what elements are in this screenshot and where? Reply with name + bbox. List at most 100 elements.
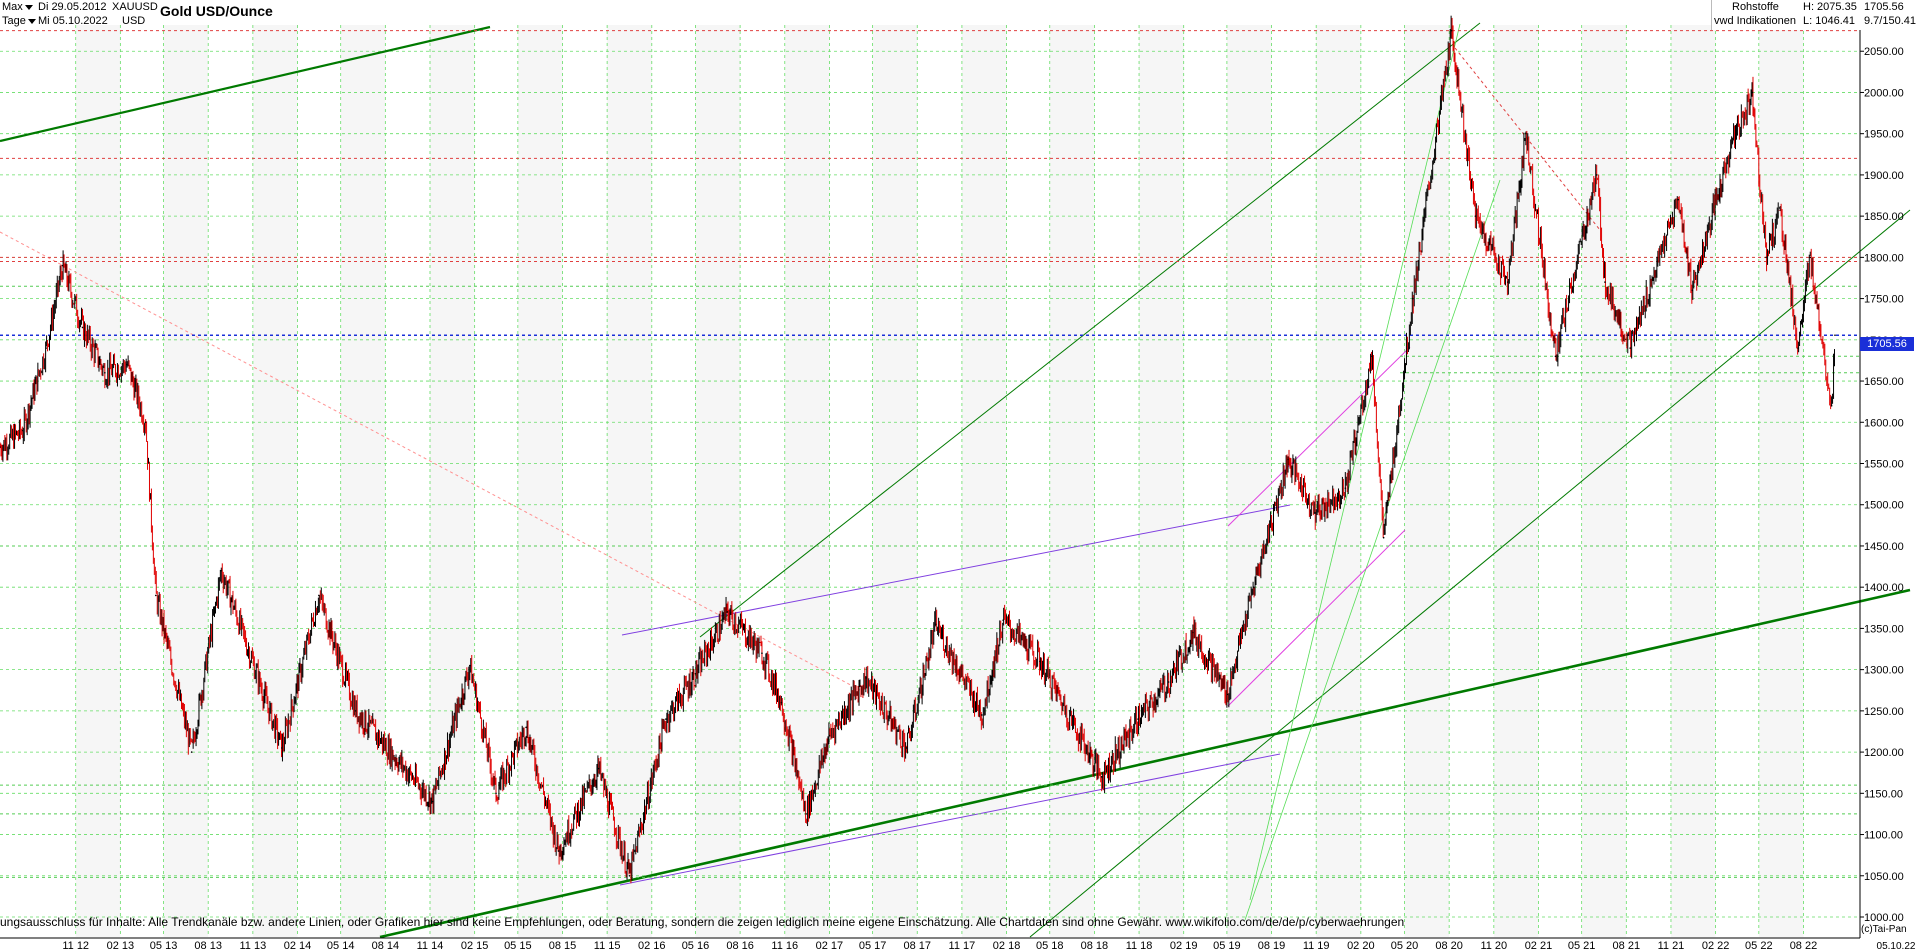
chart-title: Gold USD/Ounce [160,3,273,19]
data-point [468,664,471,667]
y-tick-label: 1050.00 [1864,871,1904,883]
x-tick-label: 08 20 [1435,940,1463,952]
y-tick-label: 1850.00 [1864,211,1904,223]
band [1581,25,1627,937]
data-point [1382,536,1385,539]
data-point [281,747,283,749]
data-point [1100,776,1103,778]
data-point [934,623,937,626]
data-point [865,677,867,679]
date-to: Mi 05.10.2022 [38,15,108,27]
range-dropdown[interactable]: Max [2,1,33,13]
data-point [81,326,84,329]
data-point [665,718,667,720]
data-point [1411,297,1414,300]
data-point [628,874,631,877]
data-point [726,611,729,613]
band [1670,25,1716,937]
band [695,25,741,937]
data-point [1192,631,1194,634]
source: vwd Indikationen [1714,15,1796,27]
band [340,25,386,937]
x-tick-label-last: 05.10.22 [1877,941,1916,952]
y-tick-label: 1800.00 [1864,252,1904,264]
steep-trend-line-2 [1244,179,1501,921]
y-tick-label: 1500.00 [1864,500,1904,512]
y-tick-label: 1200.00 [1864,747,1904,759]
y-tick-label: 1400.00 [1864,582,1904,594]
price-series [0,15,1836,884]
data-point [694,672,697,675]
band [872,25,918,937]
band [1226,25,1272,937]
data-point [1677,198,1680,201]
horizontal-levels [0,30,1860,878]
band [163,25,209,937]
x-tick-label: 02 19 [1170,940,1198,952]
channel-line-upper [699,22,1481,638]
x-tick-label: 02 14 [284,940,312,952]
dotted-downtrend [0,231,861,691]
x-tick-label: 02 21 [1525,940,1553,952]
data-point [1525,132,1527,135]
x-tick-label: 02 17 [816,940,844,952]
data-point [431,800,434,803]
y-tick-label: 1300.00 [1864,665,1904,677]
x-tick-label: 11 18 [1126,940,1153,952]
data-point [104,372,106,374]
interval-label: Tage [2,15,26,27]
data-point [1834,334,1836,337]
y-tick-label: 1000.00 [1864,912,1904,924]
data-point [61,264,64,267]
y-tick-label: 1350.00 [1864,623,1904,635]
data-point [318,594,320,597]
chevron-down-icon [24,4,33,10]
data-point [1287,458,1289,461]
data-point [1595,174,1598,176]
x-tick-label: 11 19 [1303,940,1330,952]
data-point [1450,29,1453,32]
x-tick-label: 05 14 [327,940,355,952]
trend-lines [0,22,1911,939]
info-box [1711,0,1862,30]
x-tick-label: 08 14 [372,940,400,952]
channel-line-magenta-2 [1227,529,1406,707]
x-tick-label: 02 15 [461,940,489,952]
x-tick-label: 11 13 [239,940,266,952]
interval-dropdown[interactable]: Tage [2,15,36,27]
x-tick-label: 11 20 [1480,940,1507,952]
range-label: Max [2,1,23,13]
x-tick-label: 05 22 [1745,940,1773,952]
x-tick-label: 05 17 [859,940,887,952]
x-tick-label: 02 20 [1347,940,1375,952]
band [1758,25,1804,937]
x-tick-label: 08 18 [1081,940,1109,952]
data-point [1554,355,1557,358]
x-tick-label: 08 21 [1613,940,1641,952]
x-tick-label: 11 14 [417,940,444,952]
y-tick-label: 2050.00 [1864,46,1904,58]
x-tick-label: 08 16 [726,940,754,952]
data-point [495,792,497,795]
symbol: XAUUSD [112,1,158,13]
data-point [1344,487,1347,490]
currency: USD [122,15,146,27]
steep-trend-line [1249,23,1461,901]
data-point [1809,256,1812,259]
data-point [1137,718,1139,720]
data-point [220,569,223,572]
ratio-value: 9.7/150.41 [1864,15,1916,27]
data-point [126,363,128,366]
band [1493,25,1539,937]
channel-line-lower [1029,209,1911,938]
data-point [144,421,147,424]
x-tick-label: 05 16 [682,940,710,952]
current-price-marker: 1705.56 [1860,337,1914,351]
band [252,25,298,937]
data-point [557,850,560,852]
band [517,25,563,937]
x-tick-label: 05 21 [1568,940,1596,952]
y-tick-label: 1550.00 [1864,459,1904,471]
data-point [1371,355,1373,358]
